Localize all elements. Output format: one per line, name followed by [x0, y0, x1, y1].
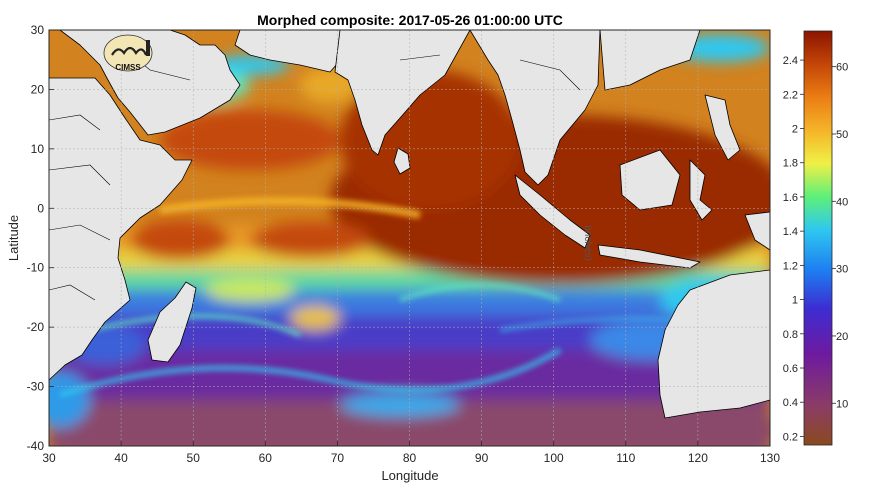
cb-mm-label: 10 [836, 398, 848, 410]
sulawesi [689, 159, 713, 221]
cb-mm-label: 60 [836, 62, 848, 74]
x-tick-label: 90 [475, 451, 489, 465]
colorbar-inch-ticks: 2.4 2.2 2 1.8 1.6 1.4 1.2 1 0.8 0.6 0.4 0.2 [783, 55, 804, 443]
y-axis-ticks: 30 20 10 0 -10 -20 -30 -40 [27, 23, 54, 453]
x-axis-label: Longitude [381, 468, 438, 483]
arabia [49, 30, 241, 136]
cb-inch-label: 2.2 [783, 89, 798, 101]
y-tick-label: -10 [27, 261, 45, 275]
indochina [469, 30, 601, 186]
y-tick-label: -30 [27, 380, 45, 394]
x-axis-ticks: 30 40 50 60 70 80 90 100 110 120 130 [42, 441, 780, 465]
y-tick-label: 30 [31, 23, 45, 37]
colorbar-unit-label: (inches) [582, 225, 593, 261]
africa-arabia [49, 77, 193, 381]
cb-mm-label: 20 [836, 331, 848, 343]
cb-inch-label: 1.2 [783, 260, 798, 272]
cb-inch-label: 1.4 [783, 226, 798, 238]
x-tick-label: 100 [544, 451, 564, 465]
y-tick-label: -20 [27, 320, 45, 334]
x-tick-label: 110 [616, 451, 635, 465]
y-tick-label: 10 [31, 142, 45, 156]
y-axis-label: Latitude [6, 215, 21, 261]
cb-inch-label: 0.8 [783, 329, 798, 341]
map-area: CIMSS [49, 30, 770, 446]
cb-inch-label: 1.8 [783, 158, 798, 170]
cb-inch-label: 0.4 [783, 397, 798, 409]
x-tick-label: 40 [114, 451, 128, 465]
cb-inch-label: 1.6 [783, 192, 798, 204]
sumatra [514, 174, 591, 249]
y-tick-label: 20 [31, 82, 45, 96]
borneo [619, 149, 681, 211]
y-tick-label: 0 [37, 201, 44, 215]
new-guinea [744, 211, 770, 251]
x-tick-label: 120 [688, 451, 708, 465]
x-tick-label: 30 [42, 451, 56, 465]
chart-title: Morphed composite: 2017-05-26 01:00:00 U… [257, 12, 563, 28]
madagascar [147, 281, 197, 363]
land-masses [49, 30, 770, 419]
colorbar [803, 30, 833, 446]
cb-mm-label: 50 [836, 129, 848, 141]
java [597, 244, 701, 269]
cb-mm-label: 30 [836, 264, 848, 276]
india [334, 30, 471, 156]
cb-inch-label: 0.6 [783, 363, 798, 375]
x-tick-label: 80 [403, 451, 417, 465]
cb-inch-label: 2.4 [783, 55, 798, 67]
gridlines [49, 30, 770, 446]
colorbar-mm-ticks: 60 50 40 30 20 10 [832, 62, 848, 410]
cimss-logo: CIMSS [103, 34, 153, 72]
china-coast [599, 30, 701, 91]
cb-inch-label: 2 [792, 124, 798, 136]
cb-mm-label: 40 [836, 196, 848, 208]
x-tick-label: 60 [259, 451, 273, 465]
x-tick-label: 130 [760, 451, 780, 465]
sri-lanka [393, 147, 411, 175]
philippines [704, 94, 741, 161]
logo-text: CIMSS [115, 63, 141, 72]
cb-inch-label: 0.2 [783, 431, 798, 443]
australia [657, 269, 770, 419]
x-tick-label: 70 [331, 451, 345, 465]
y-tick-label: -40 [27, 439, 45, 453]
cb-inch-label: 1 [792, 295, 798, 307]
x-tick-label: 50 [187, 451, 201, 465]
